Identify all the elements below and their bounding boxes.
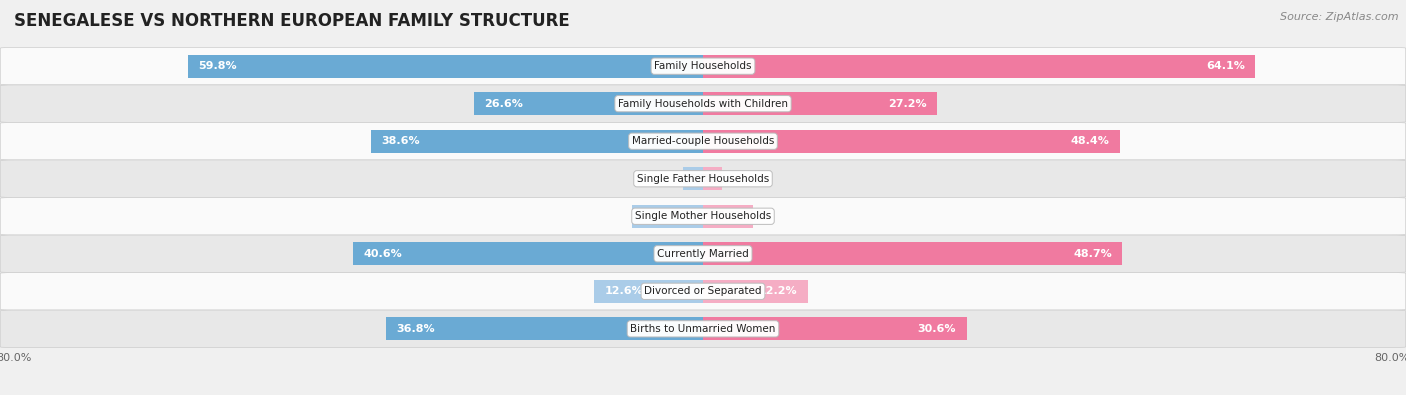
Bar (371, 130, 703, 153)
Bar (387, 317, 703, 340)
Text: Source: ZipAtlas.com: Source: ZipAtlas.com (1281, 12, 1399, 22)
Text: 59.8%: 59.8% (198, 61, 238, 71)
Bar (683, 167, 703, 190)
Text: 27.2%: 27.2% (889, 99, 927, 109)
Text: 5.8%: 5.8% (717, 211, 747, 221)
Bar (703, 55, 1256, 78)
FancyBboxPatch shape (0, 198, 1406, 235)
FancyBboxPatch shape (0, 122, 1406, 160)
Text: Single Mother Households: Single Mother Households (636, 211, 770, 221)
Bar (633, 205, 703, 228)
Text: Single Father Households: Single Father Households (637, 174, 769, 184)
Bar (703, 317, 966, 340)
Text: 38.6%: 38.6% (381, 136, 419, 146)
Bar (703, 167, 721, 190)
Bar (703, 205, 754, 228)
Bar (703, 280, 808, 303)
Text: Married-couple Households: Married-couple Households (631, 136, 775, 146)
Text: 30.6%: 30.6% (918, 324, 956, 334)
Text: 64.1%: 64.1% (1206, 61, 1244, 71)
Bar (188, 55, 703, 78)
FancyBboxPatch shape (0, 273, 1406, 310)
FancyBboxPatch shape (0, 85, 1406, 122)
Text: Divorced or Separated: Divorced or Separated (644, 286, 762, 296)
Text: Currently Married: Currently Married (657, 249, 749, 259)
Text: 48.7%: 48.7% (1073, 249, 1112, 259)
Text: 12.2%: 12.2% (759, 286, 797, 296)
Bar (703, 130, 1119, 153)
Text: 12.6%: 12.6% (605, 286, 644, 296)
Bar (595, 280, 703, 303)
Text: 36.8%: 36.8% (396, 324, 434, 334)
Text: 2.2%: 2.2% (686, 174, 716, 184)
FancyBboxPatch shape (0, 47, 1406, 85)
Bar (474, 92, 703, 115)
FancyBboxPatch shape (0, 160, 1406, 198)
Text: 48.4%: 48.4% (1070, 136, 1109, 146)
Text: 40.6%: 40.6% (364, 249, 402, 259)
Text: 26.6%: 26.6% (484, 99, 523, 109)
Text: Family Households: Family Households (654, 61, 752, 71)
Bar (353, 242, 703, 265)
Bar (703, 242, 1122, 265)
FancyBboxPatch shape (0, 235, 1406, 273)
Text: 2.3%: 2.3% (690, 174, 718, 184)
Bar (703, 92, 938, 115)
Text: Births to Unmarried Women: Births to Unmarried Women (630, 324, 776, 334)
Text: 8.2%: 8.2% (643, 211, 673, 221)
Text: SENEGALESE VS NORTHERN EUROPEAN FAMILY STRUCTURE: SENEGALESE VS NORTHERN EUROPEAN FAMILY S… (14, 12, 569, 30)
Text: Family Households with Children: Family Households with Children (619, 99, 787, 109)
FancyBboxPatch shape (0, 310, 1406, 348)
